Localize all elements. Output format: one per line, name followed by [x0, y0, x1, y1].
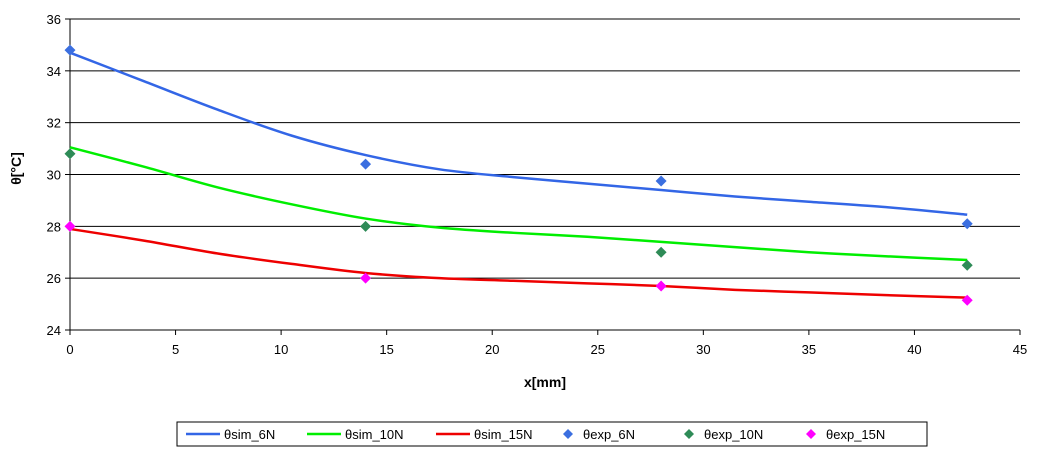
legend-item: θexp_6N	[563, 427, 635, 442]
series-layer	[64, 44, 973, 306]
legend-label: θsim_6N	[224, 427, 275, 442]
legend-item: θsim_15N	[436, 427, 533, 442]
x-tick-label: 10	[274, 342, 288, 357]
point-exp-10n	[655, 246, 667, 258]
legend-label: θexp_15N	[826, 427, 885, 442]
y-axis-title: θ[°C]	[8, 152, 24, 185]
x-tick-label: 0	[66, 342, 73, 357]
legend-label: θexp_6N	[583, 427, 635, 442]
legend-item: θsim_6N	[186, 427, 275, 442]
y-tick-label: 34	[47, 64, 61, 79]
legend-swatch-marker	[563, 429, 573, 439]
y-tick-label: 30	[47, 168, 61, 183]
legend-label: θsim_10N	[345, 427, 404, 442]
y-tick-label: 24	[47, 323, 61, 338]
point-exp-15n	[64, 220, 76, 232]
y-tick-label: 32	[47, 116, 61, 131]
legend-label: θsim_15N	[474, 427, 533, 442]
y-tick-label: 36	[47, 12, 61, 27]
x-axis-title: x[mm]	[524, 374, 566, 390]
x-tick-label: 35	[802, 342, 816, 357]
point-exp-10n	[64, 148, 76, 160]
y-tick-label: 28	[47, 219, 61, 234]
legend-item: θsim_10N	[307, 427, 404, 442]
legend-swatch-marker	[684, 429, 694, 439]
legend-label: θexp_10N	[704, 427, 763, 442]
point-exp-6n	[64, 44, 76, 56]
series-line-sim-6n	[69, 51, 968, 216]
legend-box	[176, 421, 928, 447]
series-line-sim-15n	[69, 227, 968, 299]
legend-item: θexp_15N	[806, 427, 885, 442]
point-exp-6n	[655, 175, 667, 187]
y-tick-label: 26	[47, 271, 61, 286]
legend-swatch-marker	[806, 429, 816, 439]
series-line-sim-10n	[69, 146, 968, 262]
x-tick-label: 5	[172, 342, 179, 357]
legend-item: θexp_10N	[684, 427, 763, 442]
x-tick-label: 30	[696, 342, 710, 357]
point-exp-6n	[961, 218, 973, 230]
point-exp-10n	[360, 220, 372, 232]
x-tick-label: 45	[1013, 342, 1027, 357]
x-tick-label: 40	[907, 342, 921, 357]
axes	[65, 18, 1021, 335]
x-tick-label: 20	[485, 342, 499, 357]
grid-lines	[70, 18, 1020, 331]
point-exp-10n	[961, 259, 973, 271]
point-exp-15n	[360, 272, 372, 284]
x-tick-label: 25	[591, 342, 605, 357]
point-exp-15n	[655, 280, 667, 292]
point-exp-15n	[961, 294, 973, 306]
x-tick-label: 15	[379, 342, 393, 357]
point-exp-6n	[360, 158, 372, 170]
tick-labels: 24 26 28 30 32 34 36 0 5 10 15 20 25 30 35 40 45	[47, 12, 1028, 357]
legend: θsim_6N θsim_10N θsim_15N θexp_6N θexp_10N θe…	[176, 421, 928, 447]
